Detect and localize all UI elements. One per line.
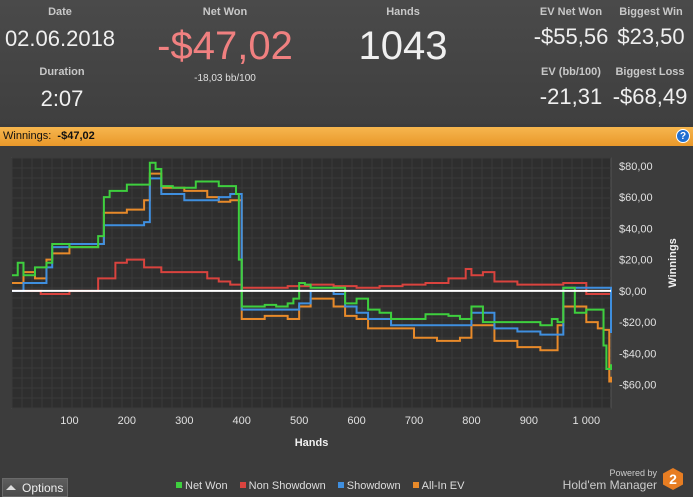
- netwon-stat: Net Won -$47,02 -18,03 bb/100: [150, 6, 300, 84]
- duration-label: Duration: [39, 66, 85, 78]
- help-icon[interactable]: ?: [676, 129, 690, 143]
- y-tick-label: $0,00: [619, 286, 647, 298]
- duration-value: 2:07: [40, 86, 84, 111]
- y-tick-label: $20,00: [619, 255, 653, 267]
- series-line-non-showdown: [12, 258, 612, 323]
- legend-swatch-non-showdown: [239, 482, 246, 488]
- expand-up-icon: [6, 485, 16, 490]
- x-tick-label: 300: [175, 415, 193, 427]
- ev-bb-label: EV (bb/100): [541, 66, 601, 78]
- hands-label: Hands: [386, 6, 420, 18]
- ev-netwon-label: EV Net Won: [539, 6, 603, 18]
- ev-bb-value: -21,31: [539, 84, 603, 109]
- legend-label-all-in-ev: All-In EV: [421, 480, 465, 492]
- netwon-value: -$47,02: [157, 24, 293, 68]
- biggest-loss-value: -$68,49: [612, 84, 688, 109]
- legend-item-all-in-ev[interactable]: All-In EV: [412, 480, 465, 492]
- winnings-title: Winnings: -$47,02: [3, 130, 95, 142]
- options-label: Options: [22, 481, 64, 495]
- legend-item-showdown[interactable]: Showdown: [337, 480, 401, 492]
- ev-netwon-stat: EV Net Won -$55,56: [530, 6, 612, 50]
- x-tick-label: 400: [233, 415, 251, 427]
- x-tick-label: 500: [290, 415, 308, 427]
- winnings-label: Winnings:: [3, 130, 52, 142]
- y-tick-label: $40,00: [619, 223, 653, 235]
- legend-item-net-won[interactable]: Net Won: [176, 480, 228, 492]
- legend-label-showdown: Showdown: [346, 480, 401, 492]
- ev-netwon-value: -$55,56: [533, 24, 609, 49]
- winnings-chart-svg: $80,00 $60,00 $40,00 $20,00 $0,00 -$20,00 -$40…: [11, 157, 679, 449]
- biggest-loss-stat: Biggest Loss -$68,49: [608, 66, 692, 110]
- date-label: Date: [48, 6, 72, 18]
- date-value: 02.06.2018: [4, 26, 116, 51]
- netwon-label: Net Won: [202, 6, 248, 18]
- y-tick-label: $80,00: [619, 161, 653, 173]
- biggest-win-label: Biggest Win: [619, 6, 683, 18]
- x-tick-label: 600: [347, 415, 365, 427]
- legend-swatch-showdown: [337, 482, 344, 488]
- biggest-win-value: $23,50: [617, 24, 685, 49]
- date-stat: Date: [20, 6, 100, 18]
- x-tick-label: 700: [405, 415, 423, 427]
- session-stats-panel: Date 02.06.2018 Duration 2:07 Net Won -$…: [0, 0, 693, 124]
- x-tick-label: 200: [118, 415, 136, 427]
- biggest-win-stat: Biggest Win $23,50: [612, 6, 690, 50]
- duration-stat: Duration: [20, 66, 104, 78]
- hands-stat: Hands 1043: [350, 6, 456, 69]
- y-axis-label: Winnings: [667, 238, 679, 287]
- x-tick-label: 800: [462, 415, 480, 427]
- series-line-showdown: [12, 177, 612, 336]
- y-tick-label: -$60,00: [619, 380, 656, 392]
- y-tick-label: -$40,00: [619, 348, 656, 360]
- hands-value: 1043: [358, 24, 448, 68]
- winnings-header-bar: Winnings: -$47,02 ?: [0, 127, 693, 146]
- x-axis-label: Hands: [295, 437, 329, 449]
- holdem-manager-logo-icon: 2: [663, 468, 683, 490]
- chart-legend: Net Won Non Showdown Showdown All-In EV: [176, 480, 473, 492]
- duration-stat-value: 2:07: [20, 86, 104, 112]
- x-tick-label: 900: [520, 415, 538, 427]
- legend-swatch-all-in-ev: [412, 482, 419, 488]
- y-tick-label: $60,00: [619, 192, 653, 204]
- biggest-loss-label: Biggest Loss: [615, 66, 685, 78]
- y-tick-label: -$20,00: [619, 317, 656, 329]
- ev-bb-stat: EV (bb/100) -21,31: [530, 66, 612, 110]
- winnings-value: -$47,02: [57, 130, 95, 142]
- legend-label-non-showdown: Non Showdown: [248, 480, 326, 492]
- bottom-bar: Options Net Won Non Showdown Showdown Al…: [0, 468, 693, 497]
- date-stat-value: 02.06.2018: [4, 26, 116, 52]
- brand-name: Hold'em Manager: [562, 478, 657, 492]
- legend-swatch-net-won: [176, 482, 182, 488]
- options-button[interactable]: Options: [2, 478, 68, 497]
- brand-block: Powered by Hold'em Manager: [563, 468, 657, 492]
- legend-item-non-showdown[interactable]: Non Showdown: [239, 480, 326, 492]
- x-tick-label: 100: [60, 415, 78, 427]
- winnings-chart: $80,00 $60,00 $40,00 $20,00 $0,00 -$20,00 -$40…: [0, 146, 693, 476]
- netwon-bb100: -18,03 bb/100: [194, 73, 256, 84]
- x-tick-label: 1 000: [573, 415, 601, 427]
- legend-label-net-won: Net Won: [185, 480, 228, 492]
- powered-by-text: Powered by: [609, 468, 657, 478]
